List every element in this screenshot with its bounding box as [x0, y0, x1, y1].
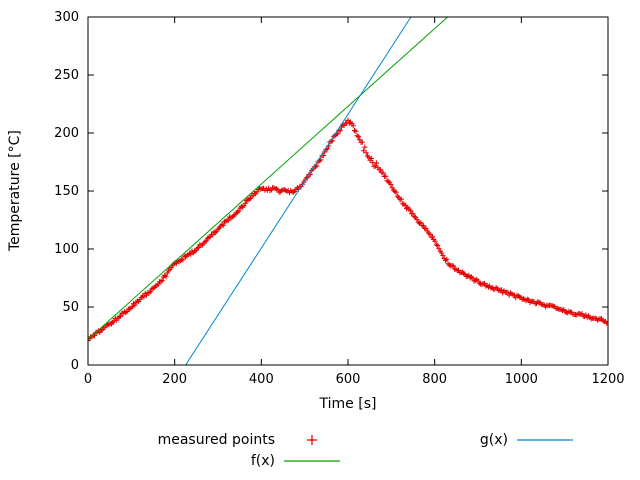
x-tick-label: 1200: [591, 372, 624, 387]
plot-border: [87, 16, 609, 366]
x-tick-label: 600: [336, 372, 361, 387]
x-tick-label: 200: [162, 372, 187, 387]
y-tick-label: 150: [54, 184, 79, 199]
y-tick-label: 50: [62, 300, 79, 315]
y-tick-label: 100: [54, 242, 79, 257]
series-f-line: [88, 17, 449, 340]
y-tick-label: 250: [54, 68, 79, 83]
y-tick-label: 0: [71, 358, 79, 373]
y-tick-label: 300: [54, 10, 79, 25]
x-axis-label: Time [s]: [319, 396, 377, 412]
series-measured-points: [88, 117, 608, 344]
x-tick-label: 0: [84, 372, 92, 387]
line-sample-icon: [283, 454, 341, 468]
x-tick-label: 1000: [505, 372, 538, 387]
legend-label-g: g(x): [479, 432, 508, 448]
x-tick-label: 400: [249, 372, 274, 387]
plus-marker-icon: [283, 433, 341, 447]
y-axis-label: Temperature [°C]: [7, 130, 23, 252]
axis-ticks: 0 200 400 600 800 1000 1200 0 50 100 150 200 250 300: [54, 10, 624, 387]
legend-label-measured: measured points: [157, 432, 275, 448]
legend-label-f: f(x): [250, 453, 275, 469]
legend-entry-g: g(x): [308, 432, 574, 448]
y-tick-label: 200: [54, 126, 79, 141]
x-tick-label: 800: [422, 372, 447, 387]
legend-entry-measured: measured points: [75, 432, 341, 448]
line-sample-icon: [516, 433, 574, 447]
legend-entry-f: f(x): [75, 453, 341, 469]
series-g-line: [185, 17, 412, 365]
